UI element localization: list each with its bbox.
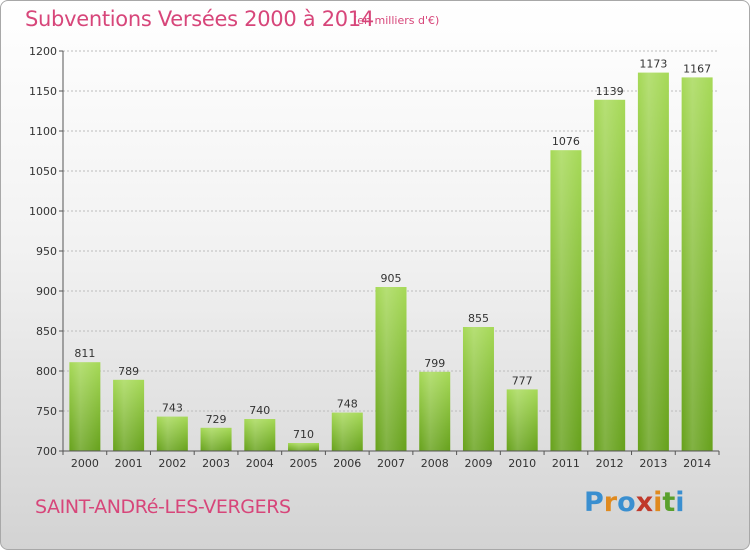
y-tick-label: 850: [36, 325, 57, 338]
bar-highlight: [550, 150, 582, 451]
chart-title: Subventions Versées 2000 à 2014: [25, 7, 374, 31]
y-tick-label: 1100: [29, 125, 57, 138]
bar-highlight: [506, 389, 538, 451]
y-tick-label: 750: [36, 405, 57, 418]
data-label: 855: [468, 312, 489, 325]
x-tick-label: 2000: [71, 457, 99, 470]
data-label: 1173: [639, 58, 667, 71]
data-label: 743: [162, 402, 183, 415]
bar-highlight: [113, 379, 145, 451]
bar-highlight: [69, 362, 101, 451]
data-label: 777: [512, 374, 533, 387]
y-tick-label: 700: [36, 445, 57, 458]
x-tick-label: 2011: [552, 457, 580, 470]
bar-highlight: [244, 419, 276, 451]
x-tick-label: 2010: [508, 457, 536, 470]
commune-name: SAINT-ANDRé-LES-VERGERS: [35, 496, 291, 518]
y-tick-label: 1050: [29, 165, 57, 178]
data-label: 729: [206, 413, 227, 426]
x-tick-label: 2006: [333, 457, 361, 470]
x-tick-label: 2004: [246, 457, 274, 470]
bar-highlight: [200, 427, 232, 451]
data-label: 789: [118, 365, 139, 378]
y-tick-label: 950: [36, 245, 57, 258]
x-tick-label: 2012: [596, 457, 624, 470]
bar-highlight: [288, 443, 320, 451]
bar-highlight: [156, 416, 188, 451]
bar-highlight: [462, 327, 494, 451]
y-tick-label: 1000: [29, 205, 57, 218]
data-label: 710: [293, 428, 314, 441]
x-tick-label: 2007: [377, 457, 405, 470]
axes: 700 750 800 850 900 950 1000 1050 1100 1150 1200 20…: [29, 45, 720, 470]
data-label: 1167: [683, 62, 711, 75]
bar-highlight: [419, 371, 451, 451]
x-tick-label: 2008: [421, 457, 449, 470]
bars: 811 789 743 729 740 710 748 905 799 855 777 1076 113…: [69, 58, 713, 452]
data-label: 1076: [552, 135, 580, 148]
data-label: 905: [381, 272, 402, 285]
x-tick-label: 2009: [464, 457, 492, 470]
x-tick-label: 2013: [639, 457, 667, 470]
x-tick-label: 2005: [290, 457, 318, 470]
data-label: 740: [249, 404, 270, 417]
bar-highlight: [637, 72, 669, 451]
data-label: 811: [74, 347, 95, 360]
bar-highlight: [681, 77, 713, 452]
data-label: 799: [424, 357, 445, 370]
bar-highlight: [331, 412, 363, 451]
chart-subtitle: (en milliers d'€): [353, 14, 440, 27]
x-tick-label: 2003: [202, 457, 230, 470]
bar-highlight: [594, 99, 626, 452]
bar-highlight: [375, 287, 407, 451]
x-tick-label: 2002: [158, 457, 186, 470]
proxiti-logo[interactable]: Proxiti: [584, 487, 685, 518]
data-label: 748: [337, 398, 358, 411]
data-label: 1139: [596, 85, 624, 98]
x-tick-label: 2001: [115, 457, 143, 470]
y-tick-label: 1150: [29, 85, 57, 98]
y-tick-label: 900: [36, 285, 57, 298]
y-tick-label: 1200: [29, 45, 57, 58]
y-tick-label: 800: [36, 365, 57, 378]
x-tick-label: 2014: [683, 457, 711, 470]
